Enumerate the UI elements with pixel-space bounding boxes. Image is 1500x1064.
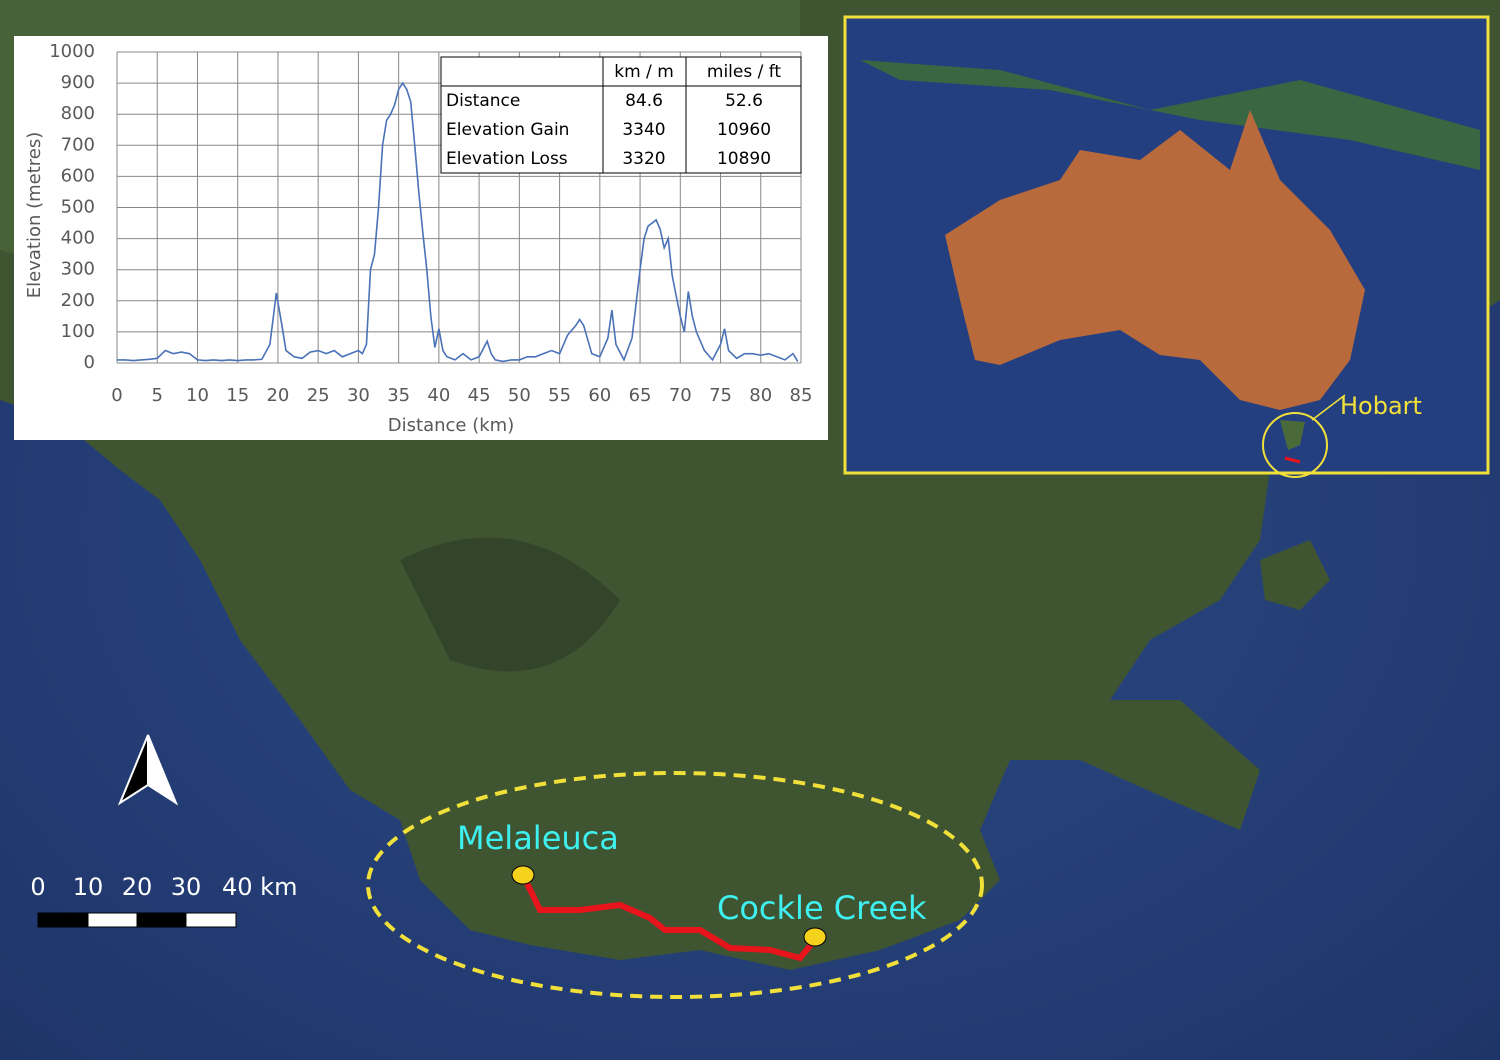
scale-label: 30 — [171, 873, 202, 901]
x-tick-label: 35 — [387, 385, 410, 406]
scale-bar: 0 10 20 30 40 km — [30, 873, 297, 928]
track-end — [803, 927, 827, 947]
place-label: Melaleuca — [457, 819, 619, 857]
x-tick-label: 5 — [152, 385, 163, 406]
y-tick-label: 1000 — [49, 41, 95, 62]
x-tick-label: 10 — [186, 385, 209, 406]
x-tick-label: 65 — [629, 385, 652, 406]
inset-map: Hobart — [843, 15, 1490, 478]
place-label: Cockle Creek — [717, 889, 927, 927]
x-tick-label: 20 — [266, 385, 289, 406]
scale-label: 10 — [73, 873, 104, 901]
table-cell: 52.6 — [725, 91, 763, 111]
y-axis-label: Elevation (metres) — [24, 132, 45, 299]
x-axis-label: Distance (km) — [388, 415, 514, 436]
y-tick-label: 900 — [61, 72, 95, 93]
y-tick-label: 300 — [61, 259, 95, 280]
x-tick-label: 50 — [508, 385, 531, 406]
elevation-chart: 0 100 200 300 400 500 600 700 800 900 1000 0 5 10 15 20… — [49, 41, 812, 406]
x-tick-label: 75 — [709, 385, 732, 406]
table-cell: 10890 — [717, 149, 771, 169]
y-tick-label: 700 — [61, 134, 95, 155]
x-tick-label: 80 — [749, 385, 772, 406]
table-cell: 3340 — [622, 120, 665, 140]
inset-label: Hobart — [1340, 392, 1422, 420]
x-tick-label: 70 — [669, 385, 692, 406]
scale-label: 20 — [122, 873, 153, 901]
stats-table: km / m miles / ft Distance 84.6 52.6 Ele… — [440, 56, 802, 174]
island — [1260, 540, 1330, 610]
table-cell: 84.6 — [625, 91, 663, 111]
y-tick-label: 100 — [61, 321, 95, 342]
table-header: miles / ft — [707, 62, 782, 82]
table-cell: 10960 — [717, 120, 771, 140]
x-tick-label: 15 — [226, 385, 249, 406]
table-header: km / m — [614, 62, 674, 82]
x-tick-label: 85 — [790, 385, 813, 406]
x-tick-label: 0 — [111, 385, 122, 406]
x-tick-label: 55 — [548, 385, 571, 406]
scale-label: 0 — [30, 873, 45, 901]
table-cell: Elevation Loss — [446, 149, 568, 169]
x-tick-label: 40 — [427, 385, 450, 406]
scale-label: 40 km — [222, 873, 297, 901]
y-tick-label: 500 — [61, 197, 95, 218]
land-texture — [400, 537, 620, 672]
y-tick-label: 800 — [61, 103, 95, 124]
table-cell: 3320 — [622, 149, 665, 169]
north-arrow — [117, 734, 179, 806]
y-tick-label: 600 — [61, 165, 95, 186]
x-tick-label: 30 — [347, 385, 370, 406]
y-tick-label: 0 — [84, 352, 95, 373]
track-start — [511, 865, 535, 885]
elevation-line — [117, 81, 799, 363]
table-cell: Elevation Gain — [446, 120, 569, 140]
x-tick-label: 60 — [588, 385, 611, 406]
y-tick-label: 200 — [61, 290, 95, 311]
x-tick-label: 45 — [468, 385, 491, 406]
x-tick-label: 25 — [307, 385, 330, 406]
y-tick-label: 400 — [61, 228, 95, 249]
table-cell: Distance — [446, 91, 520, 111]
region-ellipse — [366, 771, 984, 999]
track — [520, 873, 818, 962]
